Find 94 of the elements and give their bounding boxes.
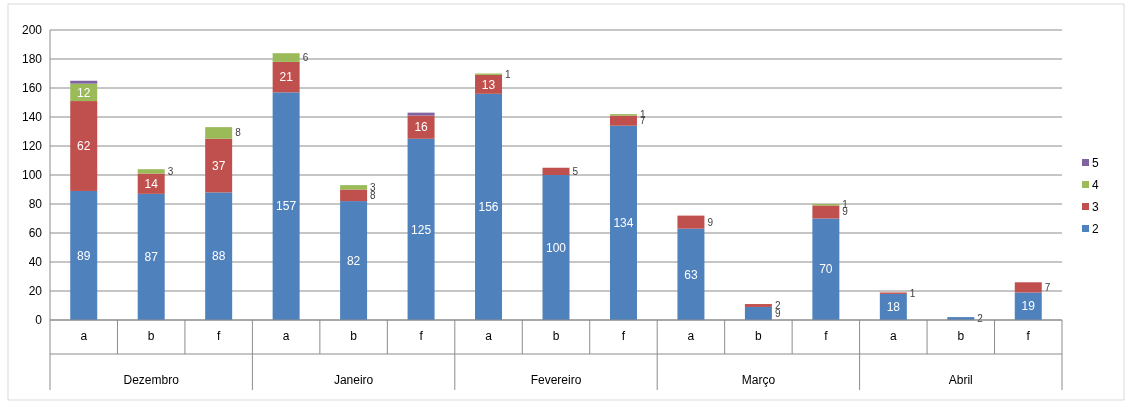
bar: [812, 205, 840, 219]
y-tick-label: 180: [21, 52, 43, 67]
data-label: 8: [235, 127, 242, 139]
x-tick-label: a: [687, 329, 695, 343]
bar: [407, 112, 435, 116]
text: Dezembro: [123, 373, 180, 387]
text: Abril: [948, 373, 973, 387]
x-tick-label: f: [621, 329, 626, 343]
text: Janeiro: [333, 373, 374, 387]
y-tick-label: 20: [28, 284, 43, 299]
data-label: 18: [886, 300, 901, 315]
y-tick-label: 100: [21, 168, 43, 183]
data-label: 13: [481, 77, 496, 92]
data-label: 7: [639, 115, 646, 127]
bar: [340, 185, 368, 190]
x-tick-label: a: [282, 329, 290, 343]
text: Fevereiro: [530, 373, 582, 387]
data-label: 100: [545, 240, 567, 255]
legend-label: 5: [1092, 156, 1099, 171]
bar: [70, 80, 98, 84]
bar: [340, 189, 368, 202]
x-tick-label: b: [957, 329, 965, 343]
data-label: 1: [909, 287, 916, 299]
data-label: 5: [572, 165, 579, 177]
bar: [677, 228, 705, 320]
y-tick-label: 60: [28, 226, 43, 241]
bar: [744, 304, 772, 307]
data-label: 6: [302, 52, 309, 64]
data-label: 3: [167, 165, 174, 177]
x-tick-label: b: [552, 329, 560, 343]
x-tick-label: f: [419, 329, 424, 343]
y-tick-label: 0: [35, 313, 43, 328]
y-tick-label: 140: [21, 110, 43, 125]
data-label: 14: [144, 176, 159, 191]
bar: [609, 125, 637, 320]
y-tick-label: 160: [21, 81, 43, 96]
bar: [677, 215, 705, 229]
bar: [205, 127, 233, 139]
text: Março: [741, 373, 776, 387]
data-label: 9: [842, 206, 849, 218]
x-tick-label: f: [1026, 329, 1031, 343]
y-tick-label: 200: [21, 23, 43, 38]
data-label: 157: [276, 199, 297, 214]
bar: [407, 138, 435, 320]
bar: [340, 201, 368, 320]
bar: [272, 61, 300, 93]
bar: [272, 53, 300, 62]
x-tick-label: b: [350, 329, 358, 343]
bar: [744, 306, 772, 320]
data-label: 82: [346, 253, 361, 268]
data-label: 156: [478, 200, 499, 215]
bar: [70, 101, 98, 191]
bar: [205, 138, 233, 193]
legend-label: 3: [1092, 200, 1099, 215]
bar: [70, 190, 98, 320]
data-label: 87: [144, 250, 159, 265]
x-tick-label: a: [485, 329, 493, 343]
y-tick-label: 80: [28, 197, 43, 212]
data-label: 7: [1044, 281, 1051, 293]
x-tick-label: b: [755, 329, 763, 343]
data-label: 19: [1021, 299, 1036, 314]
bar: [137, 193, 165, 320]
x-tick-label: b: [147, 329, 155, 343]
data-label: 12: [77, 85, 91, 100]
legend-label: 4: [1092, 178, 1099, 193]
data-label: 2: [977, 313, 984, 325]
data-label: 1: [505, 68, 512, 80]
bar: [272, 92, 300, 320]
bar: [812, 218, 840, 320]
data-label: 70: [819, 262, 833, 277]
data-label: 37: [211, 158, 226, 173]
data-label: 21: [279, 70, 294, 85]
data-label: 88: [211, 249, 226, 264]
data-label: 63: [684, 267, 698, 282]
bar: [542, 175, 570, 320]
x-tick-label: f: [216, 329, 221, 343]
bar: [475, 93, 503, 320]
x-tick-label: a: [80, 329, 88, 343]
data-label: 134: [613, 216, 634, 231]
x-tick-label: a: [889, 329, 897, 343]
bar: [609, 115, 637, 126]
x-tick-label: f: [824, 329, 829, 343]
bar: [137, 169, 165, 174]
data-label: 9: [707, 216, 714, 228]
data-label: 125: [411, 222, 432, 237]
bar: [542, 167, 570, 175]
y-tick-label: 40: [28, 255, 43, 270]
bar: [205, 192, 233, 320]
bar: [1014, 282, 1042, 293]
data-label: 16: [414, 120, 429, 135]
legend-label: 2: [1092, 222, 1099, 237]
data-label: 62: [77, 139, 91, 154]
y-tick-label: 120: [21, 139, 43, 154]
data-label: 89: [77, 248, 91, 263]
